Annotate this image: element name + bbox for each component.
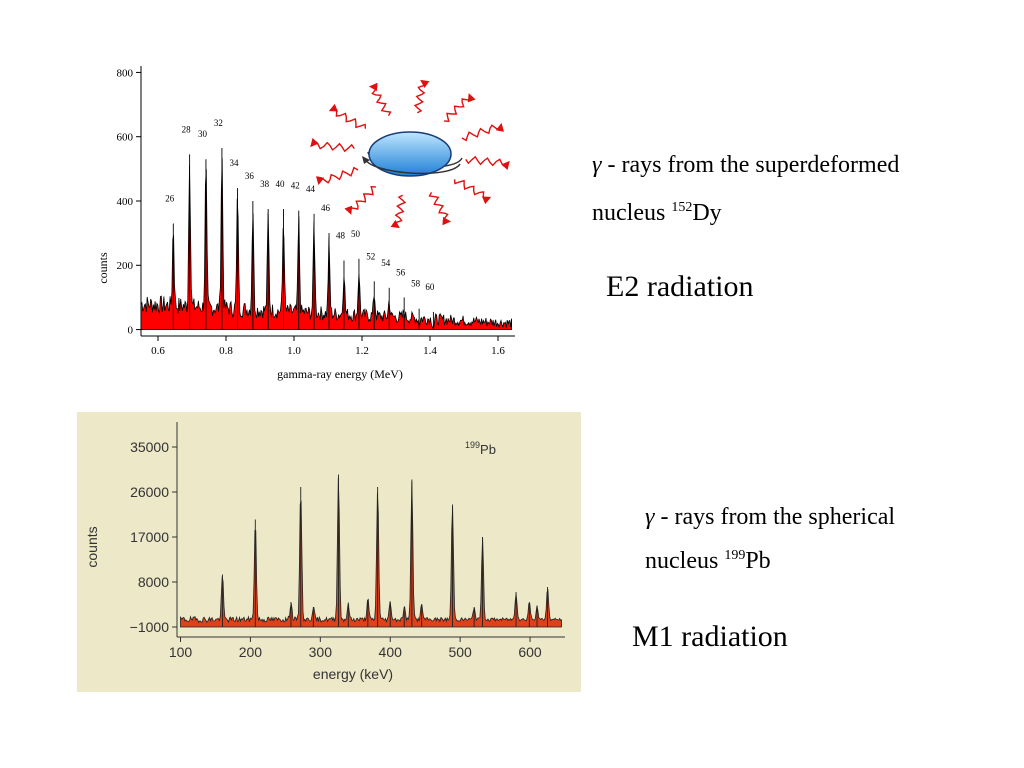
pb-element: Pb [745,548,771,574]
nucleus-word: nucleus [645,548,725,574]
gamma-ray-arrow [465,155,510,171]
pb199-chart-background [77,412,581,692]
gamma-ray-arrow [344,185,376,215]
dy152-peak-label: 32 [214,118,223,128]
dy152-y-tick-label: 0 [128,324,134,336]
dy152-peak-label: 42 [291,181,300,191]
gamma-ray-arrow [413,79,430,114]
dy152-peak-label: 30 [198,129,208,139]
dy-element: Dy [692,200,722,226]
pb199-y-axis-label: counts [84,526,100,567]
dy152-spectrum-area [140,147,512,330]
pb199-isotope-annotation: 199Pb [465,440,496,457]
top-caption-line2: nucleus 152Dy [592,200,722,227]
dy152-x-tick-label: 1.4 [423,345,437,357]
pb-mass-number: 199 [724,548,746,563]
gamma-ray-arrow [328,103,367,129]
pb199-spectrum-chart: 100 200 300 400 500 600 −1000 8000 17000 26000 350… [77,412,581,692]
pb199-spectrum-path [180,477,562,628]
dy152-x-tick-label: 1.2 [355,345,369,357]
dy152-y-tick-label: 400 [117,196,134,208]
dy152-peak-label: 44 [306,184,316,194]
dy152-peak-label: 60 [425,282,435,292]
dy152-peak-label: 26 [165,194,175,204]
bottom-caption-line2: nucleus 199Pb [645,548,771,575]
deformed-nucleus-illustration [310,79,510,229]
gamma-ray-arrows [310,79,510,229]
dy152-peak-label: 46 [321,203,331,213]
dy152-peak-labels: 26 28 30 32 34 36 38 40 42 44 46 48 50 52 54 56 58 60 [165,118,435,292]
rotation-arrowhead [362,156,370,164]
pb199-y-tick-label: 17000 [130,529,169,545]
pb199-x-tick-label: 100 [169,644,193,660]
dy152-spectrum-chart: 0.6 0.8 1.0 1.2 1.4 1.6 0 200 400 600 800 26 28 30 32… [96,66,515,381]
dy152-x-tick-label: 1.6 [491,345,505,357]
dy152-axes: 0.6 0.8 1.0 1.2 1.4 1.6 0 200 400 600 800 [117,66,515,357]
dy152-peak-label: 58 [411,279,421,289]
gamma-ray-arrow [310,137,355,153]
nucleus-word: nucleus [592,200,672,226]
gamma-ray-arrow [453,179,492,205]
dy152-peak-label: 40 [275,179,285,189]
pb199-y-tick-label: 26000 [130,484,169,500]
gamma-symbol: γ [592,152,602,178]
pb199-spectrum-area [180,474,562,628]
gamma-ray-arrow [315,166,359,186]
rotation-arrow-front [364,157,461,175]
pb199-x-tick-label: 500 [448,644,472,660]
dy152-x-axis-label: gamma-ray energy (MeV) [277,367,403,381]
pb199-x-tick-label: 400 [379,644,403,660]
dy152-peak-label: 38 [260,179,270,189]
pb199-y-tick-label: −1000 [130,619,170,635]
gamma-ray-arrow [461,122,505,142]
dy152-x-tick-label: 0.8 [219,345,233,357]
pb199-x-tick-label: 300 [309,644,333,660]
deformed-nucleus [368,131,452,177]
top-caption-text: - rays from the superdeformed [601,152,900,178]
dy152-peak-label: 28 [182,124,192,134]
dy152-peak-label: 50 [351,229,361,239]
e2-radiation-label: E2 radiation [606,270,754,303]
dy152-peak-label: 56 [396,267,406,277]
dy152-y-tick-label: 600 [117,132,134,144]
dy152-peak-label: 34 [230,158,240,168]
dy152-x-tick-label: 1.0 [287,345,301,357]
gamma-ray-arrow [368,82,392,116]
dy152-y-axis-label: counts [96,252,110,284]
pb199-axes: 100 200 300 400 500 600 −1000 8000 17000 26000 350… [130,422,565,660]
dy-mass-number: 152 [671,200,693,215]
gamma-ray-arrow [444,93,476,123]
dy152-x-tick-label: 0.6 [151,345,165,357]
pb199-y-tick-label: 8000 [138,574,169,590]
m1-radiation-label: M1 radiation [632,620,788,653]
bottom-caption-text: - rays from the spherical [654,504,896,530]
top-caption-line1: γ - rays from the superdeformed [592,152,899,179]
pb199-x-axis-label: energy (keV) [313,666,393,682]
dy152-spectrum-path [140,158,512,330]
pb199-y-tick-label: 35000 [130,439,169,455]
dy152-peak-label: 52 [366,251,375,261]
gamma-ray-arrow [390,194,407,229]
pb199-x-tick-label: 200 [239,644,263,660]
gamma-ray-arrow [428,192,452,226]
dy152-y-tick-label: 200 [117,260,134,272]
bottom-caption-line1: γ - rays from the spherical [645,504,895,531]
pb199-x-tick-label: 600 [518,644,542,660]
dy152-peak-label: 48 [336,230,346,240]
dy152-peak-label: 36 [245,171,255,181]
gamma-symbol: γ [645,504,655,530]
dy152-y-tick-label: 800 [117,67,134,79]
dy152-peak-label: 54 [381,258,391,268]
